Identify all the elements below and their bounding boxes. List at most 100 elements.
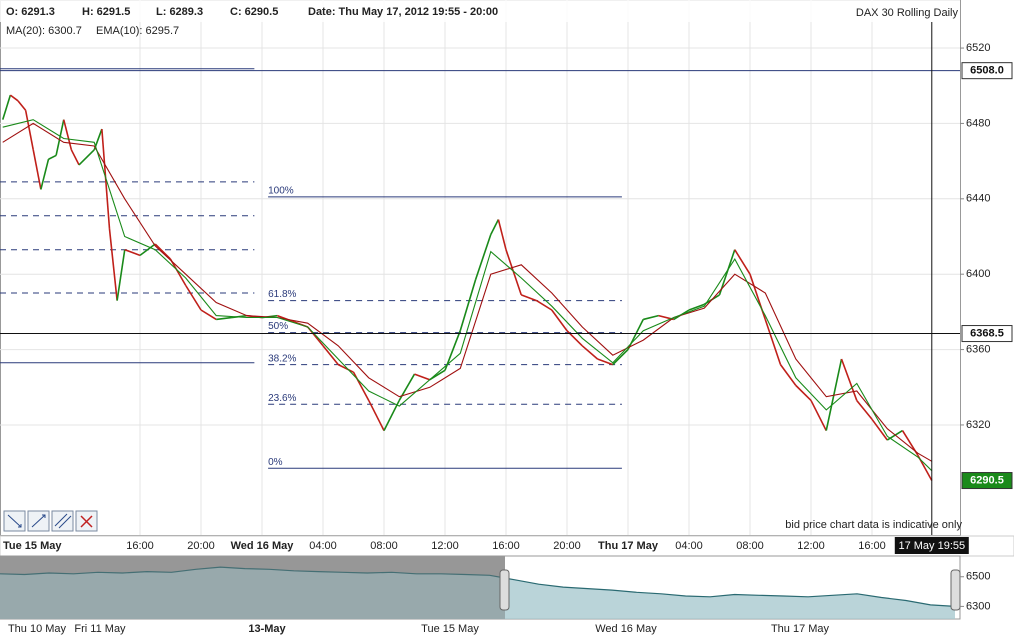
- x-tick-label: Thu 17 May: [598, 540, 659, 552]
- disclaimer: bid price chart data is indicative only: [785, 519, 962, 531]
- crosshair-y-label-box: [961, 325, 1013, 343]
- price-segment: [383, 400, 400, 431]
- icon: [7, 514, 22, 528]
- price-segment: [139, 243, 156, 256]
- price-segment: [871, 418, 888, 441]
- price-segment: [185, 285, 202, 311]
- price-segment: [48, 154, 57, 160]
- price-segment: [32, 149, 42, 190]
- price-segment: [116, 249, 126, 301]
- price-segment: [795, 384, 812, 402]
- marks: 100% 61.8% 50% 38.2% 23.6% 0%: [0, 22, 960, 535]
- price-segment: [78, 149, 95, 166]
- y-tick-label: 6360: [966, 343, 990, 355]
- navigator-label: Thu 10 May: [8, 623, 67, 635]
- navigator-label: 13-May: [248, 623, 286, 635]
- fib-label: 38.2%: [268, 353, 296, 364]
- price-segment: [536, 299, 553, 311]
- toolbar: [3, 510, 98, 532]
- price-segment: [474, 234, 492, 281]
- icon: [31, 514, 46, 528]
- y-tick-label: 6480: [966, 117, 990, 129]
- price-segment: [688, 303, 705, 311]
- tool-channel[interactable]: [51, 510, 74, 532]
- navigator-handle[interactable]: [499, 569, 510, 611]
- fib-label: 61.8%: [268, 289, 296, 300]
- ohlc-open: O: 6291.3: [6, 6, 55, 18]
- price-segment: [581, 345, 599, 360]
- price-segment: [368, 400, 385, 431]
- x-tick-label: 04:00: [309, 540, 337, 552]
- price-segment: [216, 316, 232, 321]
- x-tick-label: Tue 15 May: [3, 540, 62, 552]
- price-segment: [24, 110, 35, 150]
- fib-label: 50%: [268, 321, 288, 332]
- price-segment: [856, 399, 873, 420]
- crosshair-x-label: 17 May 19:55: [898, 540, 965, 552]
- price-segment: [612, 348, 629, 366]
- x-tick-label: 12:00: [797, 540, 825, 552]
- ohlc-close: C: 6290.5: [230, 6, 278, 18]
- x-tick-label: 08:00: [370, 540, 398, 552]
- price-segment: [17, 100, 27, 111]
- x-tick-label: 20:00: [553, 540, 581, 552]
- price-segment: [459, 279, 477, 331]
- price-segment: [490, 219, 500, 235]
- fib-label: 100%: [268, 186, 294, 197]
- y-tick-label: 6400: [966, 268, 990, 280]
- x-tick-label: Wed 16 May: [231, 540, 295, 552]
- ohlc-high: H: 6291.5: [82, 6, 130, 18]
- price-segment: [70, 149, 80, 166]
- price-segment: [643, 314, 659, 321]
- indicator-line: [2, 122, 933, 462]
- x-tick-label: 16:00: [126, 540, 154, 552]
- hline-label-box: [961, 62, 1013, 80]
- y-tick-label: 6520: [966, 42, 990, 54]
- navigator-label: Fri 11 May: [74, 623, 126, 635]
- price-segment: [108, 228, 118, 301]
- icon: [80, 515, 93, 528]
- price-segment: [497, 219, 507, 250]
- price-segment: [352, 371, 370, 401]
- price-segment: [810, 400, 827, 431]
- x-tick-label: 16:00: [492, 540, 520, 552]
- navigator-handle[interactable]: [950, 569, 961, 611]
- fib-label: 23.6%: [268, 393, 296, 404]
- price-segment: [124, 248, 141, 257]
- hline-label: 6508.0: [970, 65, 1004, 77]
- x-tick-label: 12:00: [431, 540, 459, 552]
- fib-label: 0%: [268, 457, 283, 468]
- icon: [54, 513, 72, 529]
- price-segment: [764, 319, 782, 365]
- x-tick-label: 08:00: [736, 540, 764, 552]
- plot-frame: [0, 0, 961, 536]
- navigator-dim: [0, 556, 505, 619]
- last-price-label: 6290.5: [970, 474, 1004, 486]
- navigator-area: [0, 567, 955, 619]
- crosshair-y-label: 6368.5: [970, 327, 1004, 339]
- price-segment: [718, 249, 736, 296]
- last-price-label-box: [961, 472, 1013, 490]
- price-segment: [55, 119, 65, 156]
- navigator-label: Thu 17 May: [771, 623, 830, 635]
- legend-ema: EMA(10): 6295.7: [96, 25, 179, 37]
- price-segment: [1, 94, 12, 120]
- y-tick-label: 6440: [966, 193, 990, 205]
- navigator-label: Tue 15 May: [421, 623, 479, 635]
- price-segment: [154, 243, 172, 260]
- indicator-line: [2, 119, 933, 472]
- price-segment: [840, 358, 858, 401]
- header-bg: [0, 0, 960, 22]
- price-segment: [505, 249, 523, 296]
- navigator-tick-label: 6500: [966, 571, 990, 583]
- ohlc-low: L: 6289.3: [156, 6, 203, 18]
- price-segment: [322, 345, 339, 366]
- crosshair-x-box: [894, 537, 969, 554]
- y-tick-label: 6320: [966, 419, 990, 431]
- legend-ma: MA(20): 6300.7: [6, 25, 82, 37]
- navigator-label: Wed 16 May: [595, 623, 657, 635]
- navigator-line: [0, 566, 956, 607]
- price-segment: [779, 364, 797, 386]
- price-segment: [337, 363, 354, 373]
